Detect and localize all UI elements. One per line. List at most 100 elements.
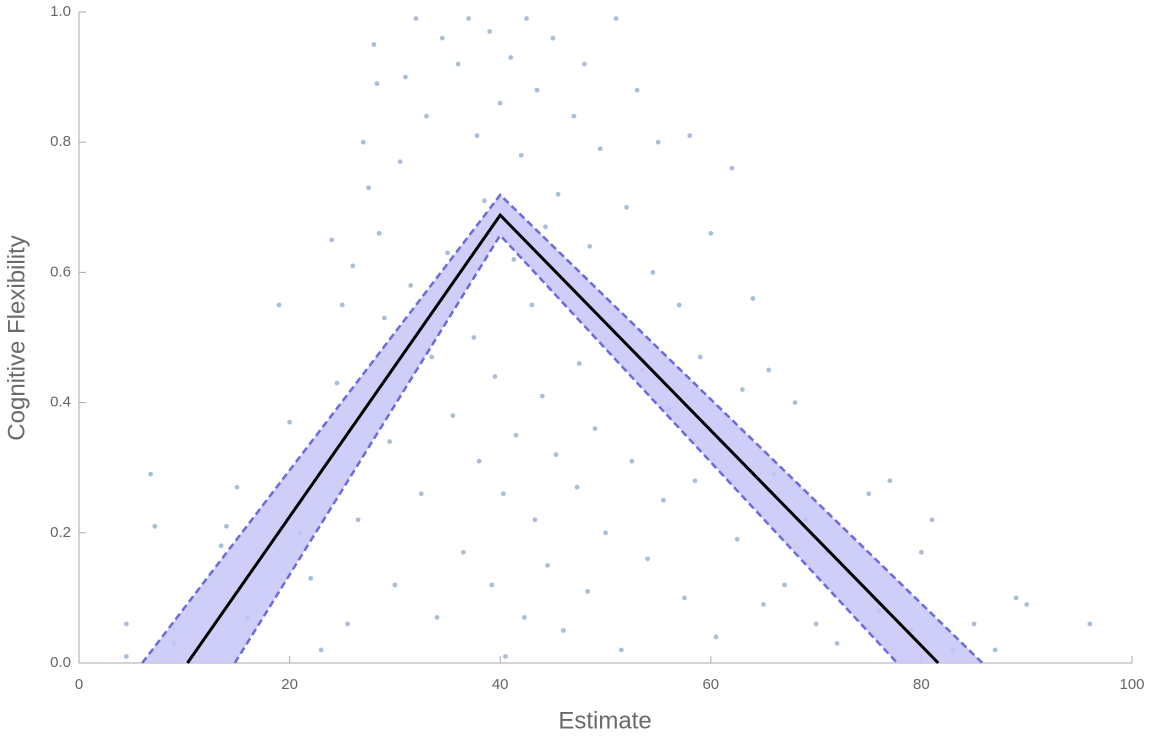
data-point <box>413 16 419 21</box>
data-point <box>532 517 538 523</box>
data-point <box>529 302 535 308</box>
data-point <box>500 491 506 497</box>
data-point <box>576 361 582 366</box>
data-point <box>634 87 640 93</box>
data-point <box>550 35 556 41</box>
data-point <box>661 497 666 503</box>
data-point <box>513 432 519 438</box>
data-point <box>123 654 129 659</box>
data-point <box>371 42 377 47</box>
x-tick-label: 40 <box>492 676 509 693</box>
data-point <box>329 237 335 243</box>
data-point <box>971 621 977 627</box>
y-tick-label: 0.2 <box>50 524 71 541</box>
data-point <box>545 562 550 568</box>
data-point <box>508 55 514 60</box>
data-point <box>334 380 340 386</box>
data-point <box>887 478 893 484</box>
data-point <box>148 471 154 477</box>
data-point <box>919 549 924 555</box>
data-point <box>450 413 456 419</box>
y-tick-label: 0.8 <box>50 133 71 150</box>
data-point <box>434 615 440 620</box>
x-tick-label: 80 <box>913 676 930 693</box>
data-point <box>489 582 495 588</box>
data-point <box>734 536 740 542</box>
data-point <box>339 302 345 308</box>
data-point <box>439 35 445 41</box>
y-axis-title: Cognitive Flexibility <box>3 235 30 440</box>
data-point <box>582 61 587 67</box>
band-edge <box>141 193 984 664</box>
data-point <box>482 198 487 204</box>
data-point <box>1024 602 1030 607</box>
data-point <box>460 549 466 555</box>
data-point <box>534 87 540 93</box>
x-tick-label: 20 <box>281 676 298 693</box>
x-tick-label: 60 <box>702 676 719 693</box>
data-point <box>429 354 435 360</box>
data-point <box>511 256 517 262</box>
data-point <box>650 270 656 275</box>
y-tick-label: 0.4 <box>50 394 71 411</box>
data-point <box>929 517 935 523</box>
x-tick-label: 100 <box>1119 676 1144 693</box>
data-point <box>555 191 561 197</box>
data-point <box>1013 595 1019 601</box>
data-point <box>692 478 698 484</box>
data-point <box>560 628 566 633</box>
data-point <box>518 152 524 158</box>
data-point <box>360 139 366 145</box>
data-point <box>476 458 482 464</box>
data-point <box>366 185 371 191</box>
data-point <box>697 354 703 360</box>
data-point <box>345 621 350 627</box>
data-point <box>587 243 593 249</box>
y-tick-label: 0.6 <box>50 263 71 280</box>
fit-line <box>186 212 940 665</box>
data-point <box>782 582 787 588</box>
data-point <box>376 230 382 236</box>
data-point <box>234 484 240 490</box>
data-point <box>287 419 292 425</box>
x-tick-label: 0 <box>75 676 83 693</box>
data-point <box>387 439 393 445</box>
data-point <box>152 523 158 529</box>
data-point <box>392 582 398 588</box>
data-point <box>350 263 356 269</box>
y-tick-label: 0.0 <box>50 654 71 671</box>
data-point <box>471 335 477 340</box>
data-point <box>408 283 414 288</box>
data-point <box>418 491 424 497</box>
data-point <box>739 387 745 392</box>
data-point <box>224 523 229 529</box>
data-point <box>455 61 461 67</box>
data-point <box>276 302 282 308</box>
data-point <box>603 530 608 536</box>
data-point <box>539 393 545 399</box>
data-point <box>318 647 324 653</box>
data-point <box>355 517 361 523</box>
data-point <box>466 16 472 21</box>
y-tick-label: 1.0 <box>50 3 71 20</box>
data-point <box>403 74 408 80</box>
data-point <box>543 224 548 230</box>
data-point <box>445 250 450 256</box>
data-point <box>123 621 129 627</box>
data-point <box>766 367 772 373</box>
data-point <box>729 165 735 171</box>
x-axis-title: Estimate <box>558 707 651 734</box>
data-point <box>813 621 819 627</box>
data-point <box>645 556 651 562</box>
data-point <box>750 296 756 301</box>
data-point <box>834 641 840 646</box>
data-point <box>708 230 714 236</box>
data-point <box>624 204 629 210</box>
data-point <box>492 374 498 379</box>
data-point <box>571 113 577 119</box>
data-point <box>676 302 682 308</box>
confidence-band <box>142 194 983 663</box>
data-point <box>629 458 635 464</box>
data-point <box>497 100 503 106</box>
